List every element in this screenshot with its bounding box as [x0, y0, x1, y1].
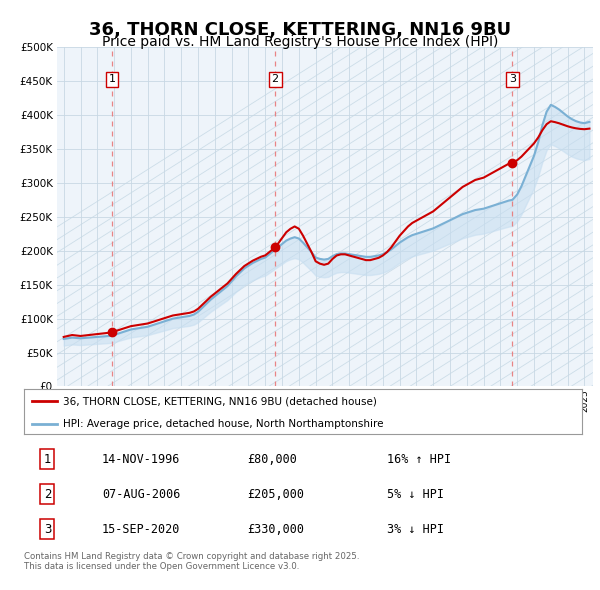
Text: 3: 3: [44, 523, 51, 536]
Text: HPI: Average price, detached house, North Northamptonshire: HPI: Average price, detached house, Nort…: [63, 419, 383, 429]
Text: 36, THORN CLOSE, KETTERING, NN16 9BU: 36, THORN CLOSE, KETTERING, NN16 9BU: [89, 21, 511, 39]
Text: 2: 2: [44, 487, 51, 501]
Text: 5% ↓ HPI: 5% ↓ HPI: [387, 487, 444, 501]
Text: 1: 1: [109, 74, 116, 84]
Text: 07-AUG-2006: 07-AUG-2006: [102, 487, 181, 501]
Text: £330,000: £330,000: [247, 523, 304, 536]
Text: Contains HM Land Registry data © Crown copyright and database right 2025.
This d: Contains HM Land Registry data © Crown c…: [24, 552, 359, 571]
Text: 1: 1: [44, 453, 51, 466]
Text: 16% ↑ HPI: 16% ↑ HPI: [387, 453, 451, 466]
Text: £205,000: £205,000: [247, 487, 304, 501]
Text: 14-NOV-1996: 14-NOV-1996: [102, 453, 181, 466]
Text: £80,000: £80,000: [247, 453, 297, 466]
Text: 3: 3: [509, 74, 516, 84]
Text: 2: 2: [272, 74, 279, 84]
Text: 36, THORN CLOSE, KETTERING, NN16 9BU (detached house): 36, THORN CLOSE, KETTERING, NN16 9BU (de…: [63, 396, 377, 407]
Text: Price paid vs. HM Land Registry's House Price Index (HPI): Price paid vs. HM Land Registry's House …: [102, 35, 498, 50]
Text: 3% ↓ HPI: 3% ↓ HPI: [387, 523, 444, 536]
Text: 15-SEP-2020: 15-SEP-2020: [102, 523, 181, 536]
